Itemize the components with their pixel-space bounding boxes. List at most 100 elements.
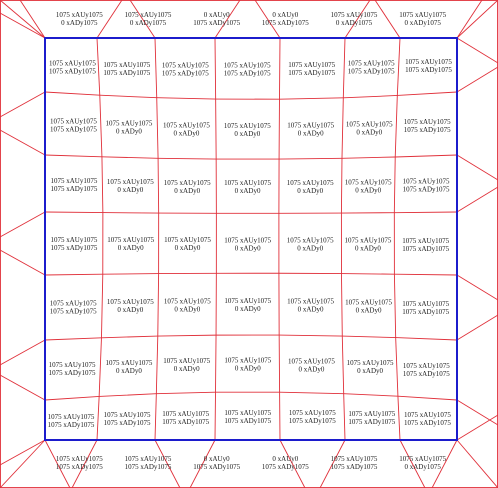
cell-label: 0 xADy0: [298, 365, 324, 373]
cell-label: 1075 xAUy1075: [224, 236, 271, 244]
cell-label: 1075 xAUy1075: [56, 455, 103, 463]
cell-label: 1075 xAUy1075: [347, 359, 394, 367]
cell-label: 0 xADy0: [235, 187, 261, 195]
cell-label: 0 xADy0: [174, 305, 200, 313]
cell-label: 0 xADy0: [298, 130, 324, 138]
border-edge: [279, 439, 306, 488]
cell-label: 1075 xADy1075: [49, 68, 96, 76]
border-edge: [456, 154, 498, 181]
corner-edge: [456, 0, 498, 39]
cell-label: 1075 xAUy1075: [403, 362, 450, 370]
border-edge: [254, 0, 281, 39]
cell-label: 1075 xAUy1075: [164, 297, 211, 305]
mesh-column-line: [154, 37, 160, 441]
border-edge: [431, 439, 458, 488]
cell-label: 1075 xADy1075: [50, 307, 97, 315]
cell-label: 0 xAUy0: [272, 455, 298, 463]
border-edge: [0, 374, 46, 401]
cell-label: 0 xADy1075: [336, 19, 373, 27]
cell-label: 1075 xADy1075: [104, 419, 151, 427]
cell-label: 0 xAUy0: [204, 11, 230, 19]
cell-label: 1075 xAUy1075: [224, 297, 271, 305]
cell-label: 1075 xAUy1075: [105, 359, 152, 367]
cell-label: 0 xADy0: [356, 307, 382, 315]
cell-label: 1075 xAUy1075: [402, 237, 449, 245]
cell-label: 1075 xAUy1075: [125, 455, 172, 463]
cell-label: 1075 xAUy1075: [399, 455, 446, 463]
border-edge: [19, 0, 46, 39]
cell-label: 0 xADy0: [235, 365, 261, 373]
border-edge: [0, 91, 46, 118]
border-edge: [214, 0, 241, 39]
mesh-column-line: [278, 37, 281, 441]
cell-label: 1075 xADy1075: [289, 417, 336, 425]
border-edge: [456, 414, 498, 441]
border-edge: [456, 66, 498, 93]
cell-label: 1075 xADy1075: [56, 463, 103, 471]
cell-label: 0 xADy1075: [61, 19, 98, 27]
mesh-row-line: [44, 91, 458, 100]
cell-label: 1075 xADy1075: [402, 245, 449, 253]
cell-label: 1075 xADy1075: [262, 19, 309, 27]
cell-label: 1075 xADy1075: [48, 421, 95, 429]
cell-label: 0 xADy0: [118, 244, 144, 252]
cell-label: 0 xADy0: [116, 128, 142, 136]
cell-label: 0 xADy0: [297, 187, 323, 195]
cell-label: 1075 xADy1075: [49, 369, 96, 377]
cell-label: 1075 xADy1075: [103, 69, 150, 77]
cell-label: 1075 xAUy1075: [345, 299, 392, 307]
cell-label: 0 xADy1075: [130, 19, 167, 27]
cell-label: 1075 xAUy1075: [56, 11, 103, 19]
cell-label: 1075 xADy1075: [125, 463, 172, 471]
mesh-row-line: [44, 211, 458, 214]
cell-label: 1075 xAUy1075: [348, 60, 395, 68]
corner-edge: [0, 439, 46, 488]
cell-label: 1075 xADy1075: [224, 70, 271, 78]
cell-label: 1075 xAUy1075: [50, 236, 97, 244]
cell-label: 1075 xAUy1075: [50, 177, 97, 185]
cell-label: 1075 xAUy1075: [49, 60, 96, 68]
cell-label: 1075 xAUy1075: [163, 357, 210, 365]
cell-label: 0 xADy1075: [404, 463, 441, 471]
cell-label: 1075 xAUy1075: [162, 410, 209, 418]
mesh-row-line: [44, 334, 458, 341]
cell-label: 1075 xAUy1075: [103, 61, 150, 69]
border-edge: [154, 439, 181, 488]
border-edge: [71, 439, 98, 488]
cell-label: 0 xADy0: [174, 365, 200, 373]
mesh-column-line: [340, 37, 346, 441]
border-edge: [374, 0, 401, 39]
border-edge: [189, 439, 216, 488]
cell-label: 1075 xAUy1075: [224, 357, 271, 365]
cell-label: 1075 xADy1075: [162, 418, 209, 426]
cell-label: 1075 xADy1075: [404, 419, 451, 427]
cell-label: 0 xADy0: [355, 186, 381, 194]
corner-edge: [0, 0, 46, 39]
cell-label: 1075 xAUy1075: [107, 298, 154, 306]
cell-label: 0 xADy0: [357, 367, 383, 375]
cell-label: 1075 xADy1075: [348, 68, 395, 76]
cell-label: 0 xADy0: [116, 367, 142, 375]
cell-label: 0 xADy0: [356, 128, 382, 136]
cell-label: 1075 xAUy1075: [288, 61, 335, 69]
border-edge: [0, 129, 46, 156]
cell-label: 1075 xADy1075: [50, 125, 97, 133]
cell-label: 1075 xAUy1075: [287, 179, 334, 187]
cell-label: 0 xADy0: [355, 245, 381, 253]
cell-label: 1075 xAUy1075: [404, 411, 451, 419]
cell-label: 1075 xAUy1075: [49, 361, 96, 369]
cell-label: 0 xADy0: [234, 130, 260, 138]
cell-label: 1075 xAUy1075: [107, 178, 154, 186]
cell-label: 1075 xAUy1075: [404, 118, 451, 126]
cell-label: 0 xADy0: [117, 186, 143, 194]
cell-label: 0 xADy1075: [404, 19, 441, 27]
cell-label: 1075 xADy1075: [288, 69, 335, 77]
cell-label: 0 xADy0: [298, 306, 324, 314]
cell-label: 0 xAUy0: [272, 11, 298, 19]
cell-label: 1075 xADy1075: [403, 185, 450, 193]
border-edge: [0, 211, 46, 238]
cell-label: 1075 xADy1075: [50, 185, 97, 193]
cell-label: 1075 xAUy1075: [104, 411, 151, 419]
cell-label: 1075 xADy1075: [193, 463, 240, 471]
cell-label: 1075 xADy1075: [402, 308, 449, 316]
